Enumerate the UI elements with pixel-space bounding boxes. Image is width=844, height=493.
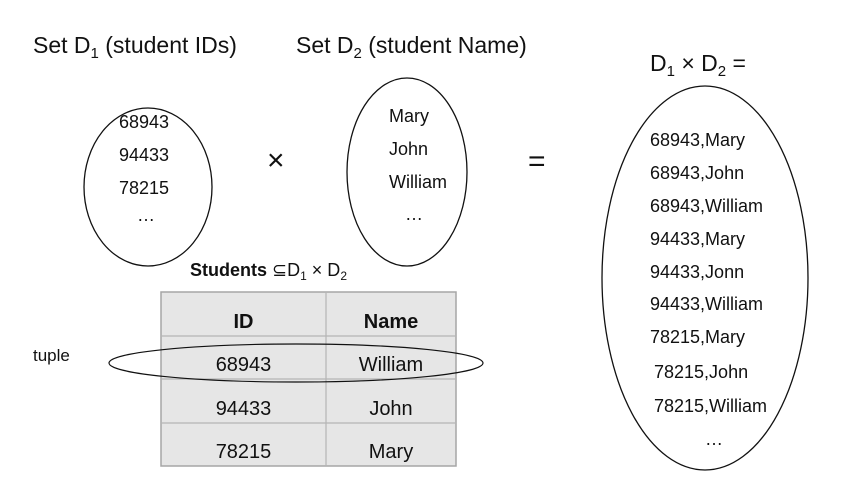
table-header-id: ID [233, 311, 254, 333]
product-item: 78215,John [654, 362, 749, 382]
table-cell-id: 78215 [215, 441, 272, 463]
tuple-highlight-ellipse [108, 343, 484, 383]
set2-item: … [405, 204, 423, 224]
set1-ellipse [83, 107, 213, 267]
set1-title: Set D1 (student IDs) [33, 32, 237, 62]
set1-item: 78215 [119, 178, 170, 198]
table-caption: Students ⊆D1 × D2 [190, 260, 347, 283]
table-cell-name: John [369, 398, 413, 420]
table-header-name: Name [363, 311, 419, 333]
set2-item: William [389, 172, 447, 192]
table-cell-id: 68943 [215, 354, 272, 376]
product-ellipse [601, 85, 809, 471]
set1-item: 94433 [119, 145, 170, 165]
product-item: 78215,William [654, 396, 768, 416]
set2-item: John [389, 139, 429, 159]
set2-title: Set D2 (student Name) [296, 32, 527, 62]
table-cell-name: William [358, 354, 424, 376]
product-item: … [705, 429, 723, 449]
product-title: D1 × D2 = [650, 50, 746, 80]
product-item: 94433,Jonn [650, 262, 745, 282]
tuple-label: tuple [33, 346, 70, 365]
product-item: 68943,John [650, 163, 745, 183]
students-table-grid [160, 291, 457, 467]
product-item: 68943,Mary [650, 130, 746, 150]
equals-operator: = [528, 145, 546, 178]
set2-item: Mary [389, 106, 429, 126]
product-item: 68943,William [650, 196, 764, 216]
set2-ellipse [346, 77, 468, 267]
times-operator: × [267, 144, 285, 177]
table-cell-id: 94433 [215, 398, 272, 420]
set1-item: … [137, 205, 155, 225]
table-cell-name: Mary [368, 441, 414, 463]
set1-item: 68943 [119, 112, 170, 132]
product-item: 94433,William [650, 294, 764, 314]
product-item: 78215,Mary [650, 327, 746, 347]
product-item: 94433,Mary [650, 229, 746, 249]
